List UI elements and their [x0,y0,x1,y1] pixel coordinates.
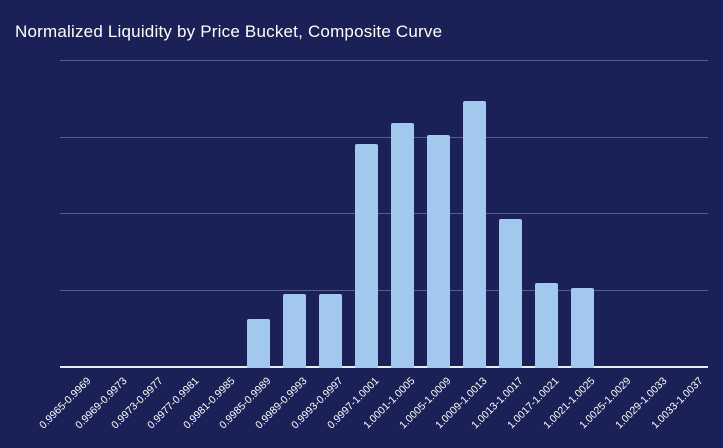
x-tick-label: 0.9989-0.9993 [253,375,310,432]
chart-title: Normalized Liquidity by Price Bucket, Co… [15,22,443,41]
bar-1.0005-1.0009 [426,134,450,368]
bar-1.0001-1.0005 [390,122,414,368]
x-tick-label: 1.0013-1.0017 [469,375,526,432]
gridline [60,213,708,214]
x-tick-label: 0.9977-0.9981 [145,375,202,432]
x-tick-label: 1.0005-1.0009 [397,375,454,432]
x-tick-label: 0.9981-0.9985 [181,375,238,432]
x-tick-label: 1.0025-1.0029 [577,375,634,432]
bar-1.0013-1.0017 [498,219,522,368]
x-tick-label: 0.9973-0.9977 [109,375,166,432]
x-tick-label: 1.0033-1.0037 [649,375,706,432]
x-tick-label: 1.0021-1.0025 [541,375,598,432]
x-tick-label: 1.0029-1.0033 [613,375,670,432]
bar-0.9985-0.9989 [246,318,270,368]
bar-0.9989-0.9993 [282,294,306,368]
x-tick-label: 0.9985-0.9989 [217,375,274,432]
gridline [60,289,708,291]
gridline [60,136,708,138]
x-axis-line [60,366,708,368]
x-tick-label: 0.9969-0.9973 [73,375,130,432]
bar-0.9997-1.0001 [354,144,378,368]
x-tick-label: 1.0017-1.0021 [505,375,562,432]
x-tick-label: 0.9965-0.9969 [37,375,94,432]
x-tick-label: 0.9997-1.0001 [325,375,382,432]
x-tick-label: 1.0009-1.0013 [433,375,490,432]
bar-1.0009-1.0013 [462,101,486,368]
gridline [60,60,708,61]
bar-0.9993-0.9997 [318,294,342,368]
plot-area [60,60,708,368]
bar-1.0017-1.0021 [534,283,558,368]
bar-1.0021-1.0025 [570,287,594,368]
x-tick-label: 1.0001-1.0005 [361,375,418,432]
x-tick-label: 0.9993-0.9997 [289,375,346,432]
